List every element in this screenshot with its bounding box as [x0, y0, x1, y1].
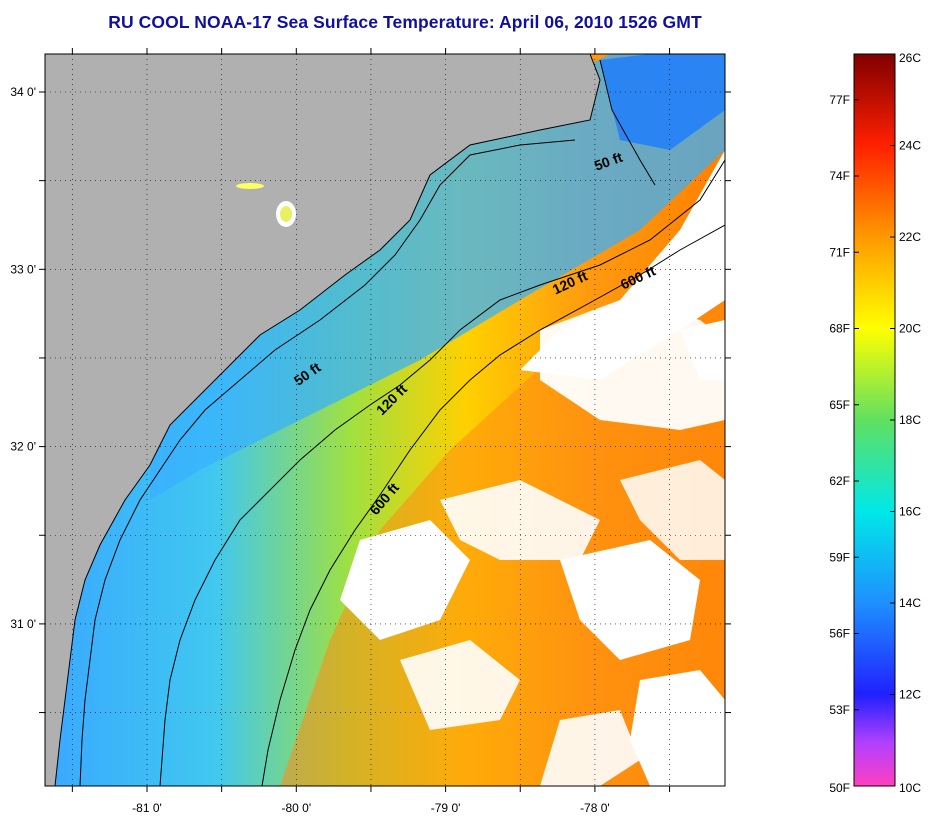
colorbar-f-label: 59F [829, 550, 850, 564]
colorbar-celsius-labels: 26C 24C 22C 20C 18C 16C 14C 12C 10C [899, 51, 921, 795]
axis-ticks [39, 48, 731, 792]
latitude-labels: 34 0' 33 0' 32 0' 31 0' [10, 85, 36, 631]
lat-label: 32 0' [10, 440, 36, 454]
colorbar-f-label: 68F [829, 322, 850, 336]
barrier-coast [54, 54, 601, 786]
land-mass [45, 54, 600, 786]
lon-label: -81 0' [132, 801, 162, 815]
lon-label: -79 0' [431, 801, 461, 815]
inland-lake [280, 206, 292, 222]
longitude-labels: -81 0' -80 0' -79 0' -78 0' [132, 801, 610, 815]
colorbar-fahrenheit-labels: 77F 74F 71F 68F 65F 62F 59F 56F 53F 50F [829, 93, 850, 795]
inland-lake [236, 183, 264, 189]
page-title: RU COOL NOAA-17 Sea Surface Temperature:… [108, 12, 702, 32]
lon-label: -80 0' [281, 801, 311, 815]
colorbar-c-label: 22C [899, 230, 921, 244]
colorbar-c-label: 10C [899, 781, 921, 795]
colorbar-c-label: 16C [899, 505, 921, 519]
lat-label: 34 0' [10, 85, 36, 99]
cool-shelf-water [150, 54, 725, 500]
colorbar-c-label: 26C [899, 51, 921, 65]
lat-label: 33 0' [10, 262, 36, 276]
colorbar-f-label: 50F [829, 781, 850, 795]
colorbar-f-label: 71F [829, 245, 850, 259]
map-frame [44, 53, 726, 787]
colorbar-c-label: 24C [899, 139, 921, 153]
contour-120ft [159, 159, 725, 786]
colorbar-f-label: 77F [829, 93, 850, 107]
colorbar-ticks [854, 53, 895, 787]
lat-label: 31 0' [10, 617, 36, 631]
colorbar-f-label: 53F [829, 703, 850, 717]
cool-nearshore [600, 54, 725, 150]
contour-50ft [79, 59, 656, 786]
colorbar-c-label: 20C [899, 322, 921, 336]
colorbar-f-label: 74F [829, 169, 850, 183]
contour-600ft [261, 224, 725, 786]
colorbar-c-label: 18C [899, 413, 921, 427]
colorbar-c-label: 14C [899, 596, 921, 610]
lon-label: -78 0' [580, 801, 610, 815]
colorbar [853, 53, 896, 787]
gridlines [45, 54, 725, 786]
colorbar-f-label: 56F [829, 627, 850, 641]
colorbar-c-label: 12C [899, 688, 921, 702]
colorbar-f-label: 62F [829, 474, 850, 488]
colorbar-f-label: 65F [829, 398, 850, 412]
